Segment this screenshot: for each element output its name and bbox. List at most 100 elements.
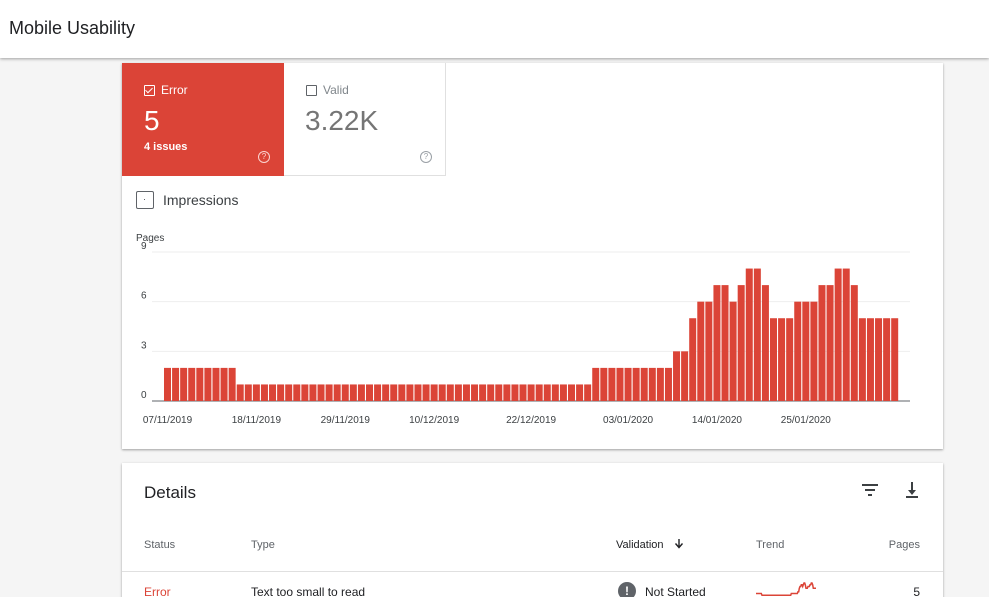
- bar: [745, 268, 753, 401]
- bar: [341, 384, 349, 401]
- bar: [196, 367, 204, 401]
- y-tick-label: 6: [141, 291, 147, 302]
- bar: [269, 384, 277, 401]
- bar: [673, 351, 681, 401]
- bar: [519, 384, 527, 401]
- bar: [260, 384, 268, 401]
- bar: [454, 384, 462, 401]
- bar: [277, 384, 285, 401]
- filter-icon[interactable]: [858, 478, 882, 502]
- bar: [293, 384, 301, 401]
- y-tick-label: 9: [141, 241, 147, 252]
- bar: [664, 367, 672, 401]
- x-tick-label: 25/01/2020: [781, 415, 831, 426]
- error-count: 5: [144, 105, 160, 136]
- bar: [180, 367, 188, 401]
- bar: [770, 318, 777, 401]
- bar: [681, 351, 689, 401]
- bar: [624, 367, 632, 401]
- column-header-type[interactable]: Type: [251, 539, 275, 551]
- column-header-trend[interactable]: Trend: [756, 539, 785, 551]
- bar: [584, 384, 592, 401]
- bar: [810, 301, 818, 401]
- bar: [753, 268, 761, 401]
- row-status[interactable]: Error: [144, 585, 171, 597]
- bar: [842, 268, 850, 401]
- bar: [648, 367, 656, 401]
- bar: [656, 367, 664, 401]
- bar: [713, 285, 721, 401]
- row-validation[interactable]: Not Started: [645, 585, 706, 597]
- bar: [640, 367, 648, 401]
- download-icon[interactable]: [900, 478, 924, 502]
- bar: [374, 384, 382, 401]
- bar: [349, 384, 357, 401]
- impressions-checkbox[interactable]: [136, 191, 154, 209]
- error-issues: 4 issues: [144, 141, 188, 153]
- bar: [891, 318, 899, 401]
- summary-chart-card: Error 5 4 issues ? Valid 3.22K ? Impress…: [122, 63, 943, 449]
- sort-arrow-down-icon[interactable]: [673, 538, 685, 550]
- bar: [883, 318, 891, 401]
- x-tick-label: 03/01/2020: [603, 415, 653, 426]
- bar: [382, 384, 390, 401]
- bar: [616, 367, 624, 401]
- valid-tile[interactable]: Valid 3.22K ?: [284, 63, 446, 176]
- bar: [778, 318, 786, 401]
- y-tick-label: 3: [141, 340, 147, 351]
- bar: [406, 384, 414, 401]
- bar: [875, 318, 883, 401]
- bar: [503, 384, 511, 401]
- bar: [818, 285, 826, 401]
- help-icon[interactable]: ?: [258, 151, 270, 163]
- bar: [212, 367, 220, 401]
- bar: [559, 384, 567, 401]
- bar: [398, 384, 406, 401]
- y-tick-label: 0: [141, 390, 147, 401]
- sparkline-path: [756, 582, 816, 597]
- bar: [252, 384, 260, 401]
- bar: [471, 384, 479, 401]
- error-tile[interactable]: Error 5 4 issues ?: [122, 63, 284, 176]
- column-header-status[interactable]: Status: [144, 539, 176, 551]
- column-header-pages[interactable]: Pages: [888, 539, 920, 551]
- trend-sparkline: [756, 582, 816, 597]
- bar: [866, 318, 874, 401]
- bar: [568, 384, 575, 401]
- bar: [495, 384, 503, 401]
- y-axis-label: Pages: [136, 233, 164, 244]
- bar: [786, 318, 794, 401]
- row-type[interactable]: Text too small to read: [251, 585, 366, 597]
- bar: [446, 384, 454, 401]
- error-checkbox[interactable]: [144, 85, 155, 96]
- bar: [576, 384, 584, 401]
- bar: [309, 384, 317, 401]
- bar: [333, 384, 341, 401]
- bar: [285, 384, 293, 401]
- bar: [632, 367, 640, 401]
- bar: [802, 301, 810, 401]
- bar: [543, 384, 551, 401]
- details-card: Details Status Type Validation Trend Pag…: [122, 463, 943, 597]
- help-icon[interactable]: ?: [420, 151, 432, 163]
- divider: [122, 571, 943, 572]
- bar: [689, 318, 697, 401]
- valid-checkbox[interactable]: [306, 85, 317, 96]
- bar: [236, 384, 244, 401]
- bar: [422, 384, 430, 401]
- bar: [390, 384, 398, 401]
- bar: [430, 384, 438, 401]
- bar: [600, 367, 608, 401]
- impressions-toggle[interactable]: Impressions: [136, 191, 238, 209]
- bar: [244, 384, 252, 401]
- bar: [462, 384, 470, 401]
- bar: [721, 285, 729, 401]
- x-tick-label: 07/11/2019: [143, 415, 193, 426]
- bar: [204, 367, 212, 401]
- bar: [366, 384, 373, 401]
- bar: [479, 384, 487, 401]
- bar: [705, 301, 713, 401]
- page-title: Mobile Usability: [9, 18, 136, 38]
- column-header-validation[interactable]: Validation: [616, 539, 664, 551]
- bar: [535, 384, 543, 401]
